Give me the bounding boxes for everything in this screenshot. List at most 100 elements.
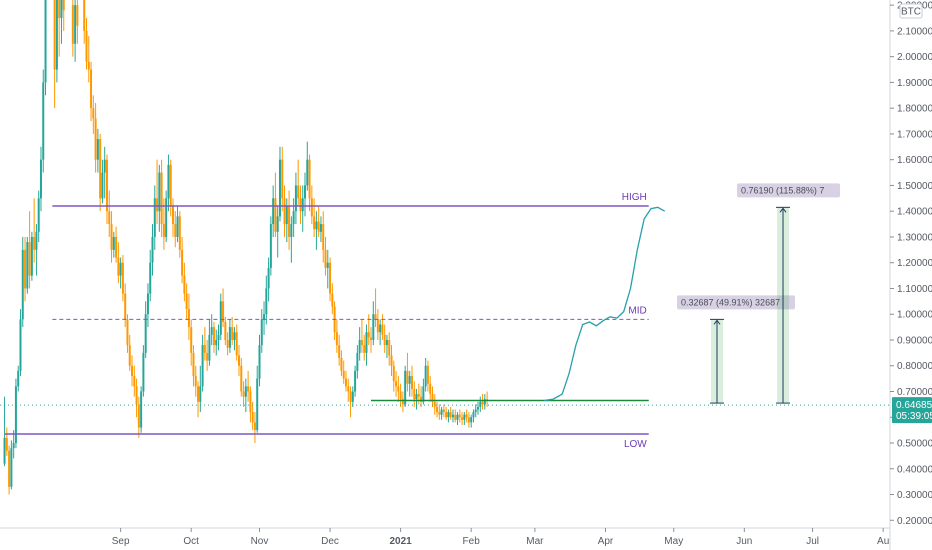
candle-body bbox=[383, 334, 386, 346]
candle-down bbox=[185, 283, 188, 320]
candle-body bbox=[108, 211, 111, 225]
y-tick-label: 0.70000 bbox=[897, 387, 932, 398]
x-tick-label: Jul bbox=[806, 536, 819, 547]
candle-up bbox=[379, 319, 382, 346]
candle-body bbox=[392, 365, 395, 382]
currency-badge[interactable]: BTC bbox=[899, 3, 923, 19]
candle-body bbox=[308, 159, 311, 199]
candle-up bbox=[470, 414, 473, 428]
candle-down bbox=[108, 190, 111, 237]
candle-down bbox=[124, 283, 127, 328]
candle-down bbox=[317, 206, 320, 237]
candle-body bbox=[285, 206, 288, 225]
candle-body bbox=[212, 327, 215, 346]
candle-up bbox=[304, 172, 307, 217]
y-tick-label: 0.90000 bbox=[897, 335, 932, 346]
candle-up bbox=[35, 224, 38, 276]
candle-down bbox=[169, 159, 172, 217]
candle-body bbox=[24, 249, 27, 289]
candle-body bbox=[190, 327, 193, 353]
candle-body bbox=[112, 236, 115, 250]
candle-body bbox=[87, 61, 90, 70]
candle-down bbox=[187, 293, 190, 340]
candle-down bbox=[194, 365, 197, 397]
candle-down bbox=[465, 409, 468, 423]
time-axis[interactable]: Sep Oct Nov Dec 2021 Feb Mar Apr May Jun Jul Au bbox=[0, 527, 890, 547]
candle-down bbox=[126, 314, 129, 353]
candle-down bbox=[121, 254, 124, 302]
candle-body bbox=[331, 293, 334, 307]
price-range-measure[interactable]: 0.76190 (115.88%) 7 bbox=[737, 183, 841, 404]
candle-up bbox=[60, 0, 63, 44]
candle-up bbox=[451, 409, 454, 423]
candle-body bbox=[290, 224, 293, 237]
candle-down bbox=[174, 211, 177, 248]
price-range-measure[interactable]: 0.32687 (49.91%) 32687 bbox=[677, 295, 796, 404]
candle-body bbox=[304, 185, 307, 199]
candle-body bbox=[415, 394, 418, 400]
candle-body bbox=[477, 406, 480, 410]
candle-down bbox=[94, 103, 97, 173]
y-tick-label: 1.20000 bbox=[897, 258, 932, 269]
candle-body bbox=[313, 216, 316, 230]
candle-up bbox=[278, 146, 281, 222]
drawings-layer: HIGH MID LOW 0.32687 (49.91%) 32687 0.76190 … bbox=[0, 183, 890, 450]
candle-body bbox=[324, 249, 327, 268]
candle-down bbox=[342, 360, 345, 384]
candle-body bbox=[420, 396, 423, 402]
candle-body bbox=[374, 314, 377, 320]
candle-up bbox=[447, 409, 450, 423]
candle-body bbox=[263, 314, 266, 320]
candle-body bbox=[281, 159, 284, 199]
candle-down bbox=[349, 386, 352, 418]
x-tick-label: Mar bbox=[526, 536, 544, 547]
candle-up bbox=[358, 327, 361, 361]
candle-up bbox=[210, 314, 213, 346]
candle-down bbox=[397, 376, 400, 402]
candle-body bbox=[96, 139, 99, 160]
x-tick-label: Oct bbox=[183, 536, 199, 547]
candle-body bbox=[156, 198, 159, 212]
y-tick-label: 1.30000 bbox=[897, 232, 932, 243]
candle-body bbox=[319, 224, 322, 232]
candle-down bbox=[395, 370, 398, 397]
candle-down bbox=[383, 324, 386, 353]
candle-body bbox=[231, 327, 234, 340]
candle-down bbox=[458, 409, 461, 423]
candle-up bbox=[244, 378, 247, 413]
candle-down bbox=[235, 324, 238, 361]
candle-up bbox=[39, 146, 42, 212]
candle-body bbox=[117, 257, 120, 276]
candle-down bbox=[160, 159, 163, 237]
candle-body bbox=[33, 236, 36, 250]
candle-down bbox=[115, 226, 118, 263]
candle-body bbox=[436, 406, 439, 413]
candle-up bbox=[463, 412, 466, 425]
candle-up bbox=[276, 206, 279, 258]
x-tick-label: Nov bbox=[251, 536, 269, 547]
candle-body bbox=[126, 319, 129, 346]
candle-body bbox=[226, 339, 229, 348]
candle-down bbox=[62, 0, 65, 31]
candle-body bbox=[222, 301, 225, 322]
candle-body bbox=[397, 386, 400, 392]
candle-down bbox=[231, 316, 234, 346]
candle-body bbox=[233, 332, 236, 340]
candle-up bbox=[17, 365, 20, 392]
candle-down bbox=[331, 283, 334, 315]
candle-body bbox=[349, 391, 352, 402]
candle-down bbox=[135, 378, 138, 418]
candle-down bbox=[253, 412, 256, 444]
candle-body bbox=[390, 355, 393, 366]
candle-body bbox=[431, 394, 434, 402]
candles-layer bbox=[3, 0, 489, 495]
projection-path[interactable] bbox=[543, 206, 666, 402]
candle-down bbox=[131, 355, 134, 387]
price-axis[interactable]: 0.200000.300000.400000.500000.600000.700… bbox=[889, 0, 932, 550]
candle-up bbox=[263, 301, 266, 335]
candle-up bbox=[294, 172, 297, 225]
measure-label: 0.32687 (49.91%) 32687 bbox=[681, 297, 780, 307]
candle-body bbox=[379, 324, 382, 333]
